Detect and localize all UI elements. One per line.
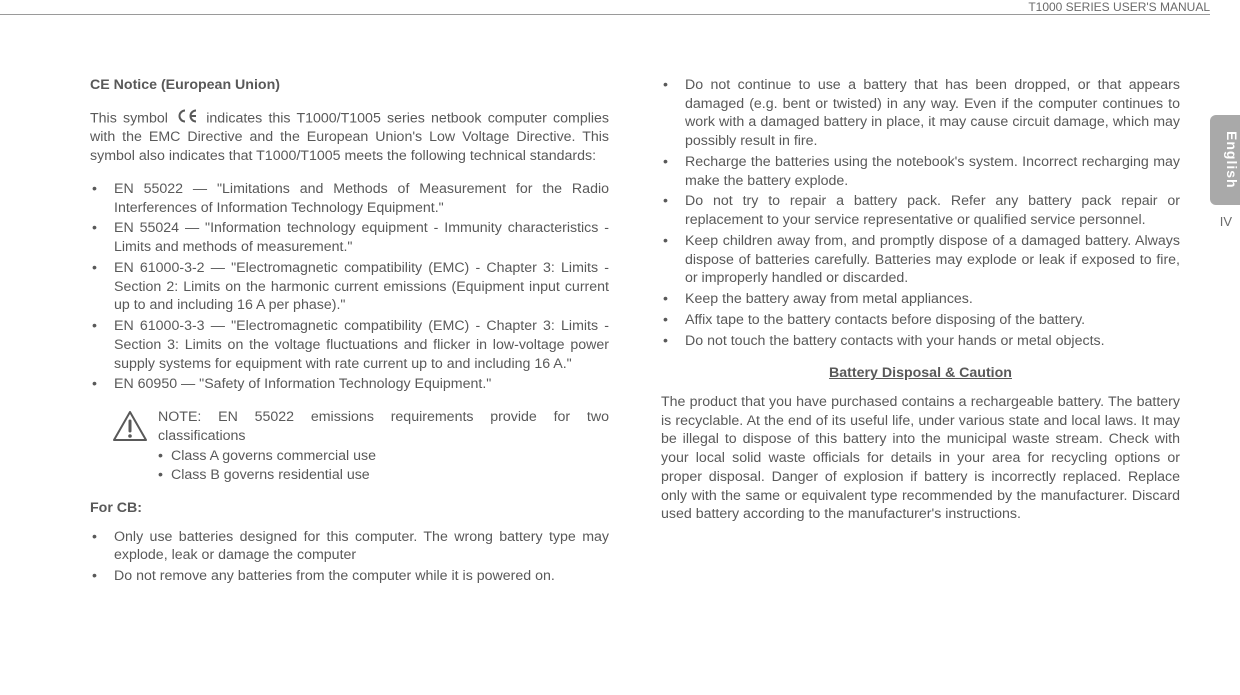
standards-item: EN 61000-3-3 — "Electromagnetic compatib… (90, 317, 609, 373)
language-tab: English (1210, 115, 1240, 205)
header-rule (0, 14, 1210, 15)
page-number: IV (1220, 214, 1232, 229)
battery-warning-item-text: Affix tape to the battery contacts befor… (685, 311, 1180, 330)
battery-warning-item: Do not touch the battery contacts with y… (661, 332, 1180, 351)
note-block: NOTE: EN 55022 emissions requirements pr… (112, 408, 609, 485)
battery-warning-item-text: Keep the battery away from metal applian… (685, 290, 1180, 309)
column-right: Do not continue to use a battery that ha… (661, 76, 1180, 685)
battery-warning-item: Keep children away from, and promptly di… (661, 232, 1180, 288)
battery-warning-item-text: Do not continue to use a battery that ha… (685, 76, 1180, 151)
disposal-heading: Battery Disposal & Caution (661, 364, 1180, 383)
column-left: CE Notice (European Union) This symbol i… (90, 76, 609, 685)
battery-warning-item: Do not continue to use a battery that ha… (661, 76, 1180, 151)
standards-item-text: EN 61000-3-3 — "Electromagnetic compatib… (114, 317, 609, 373)
cb-item-text: Only use batteries designed for this com… (114, 528, 609, 565)
battery-warnings-list: Do not continue to use a battery that ha… (661, 76, 1180, 350)
note-lead: NOTE: EN 55022 emissions requirements pr… (158, 408, 609, 445)
cb-item-text: Do not remove any batteries from the com… (114, 567, 609, 586)
ce-intro-paragraph: This symbol indicates this T1000/T1005 s… (90, 109, 609, 166)
cb-item: Do not remove any batteries from the com… (90, 567, 609, 586)
standards-item-text: EN 60950 — "Safety of Information Techno… (114, 375, 609, 394)
battery-warning-item-text: Keep children away from, and promptly di… (685, 232, 1180, 288)
standards-item: EN 55022 — "Limitations and Methods of M… (90, 180, 609, 217)
battery-warning-item-text: Do not try to repair a battery pack. Ref… (685, 192, 1180, 229)
warning-icon (112, 410, 148, 448)
standards-item-text: EN 55024 — "Information technology equip… (114, 219, 609, 256)
cb-item: Only use batteries designed for this com… (90, 528, 609, 565)
content-area: CE Notice (European Union) This symbol i… (90, 76, 1180, 685)
note-body: NOTE: EN 55022 emissions requirements pr… (158, 408, 609, 485)
ce-notice-heading: CE Notice (European Union) (90, 76, 609, 95)
battery-warning-item: Keep the battery away from metal applian… (661, 290, 1180, 309)
note-sublist: Class A governs commercial useClass B go… (158, 447, 609, 484)
standards-item: EN 55024 — "Information technology equip… (90, 219, 609, 256)
battery-warning-item-text: Recharge the batteries using the noteboo… (685, 153, 1180, 190)
ce-mark-icon (176, 109, 198, 129)
standards-item: EN 61000-3-2 — "Electromagnetic compatib… (90, 259, 609, 315)
for-cb-heading: For CB: (90, 499, 609, 518)
note-sub-item: Class B governs residential use (158, 466, 609, 485)
ce-intro-pre: This symbol (90, 110, 174, 126)
disposal-body: The product that you have purchased cont… (661, 393, 1180, 524)
standards-item-text: EN 55022 — "Limitations and Methods of M… (114, 180, 609, 217)
battery-warning-item: Do not try to repair a battery pack. Ref… (661, 192, 1180, 229)
standards-item: EN 60950 — "Safety of Information Techno… (90, 375, 609, 394)
battery-warning-item-text: Do not touch the battery contacts with y… (685, 332, 1180, 351)
standards-list: EN 55022 — "Limitations and Methods of M… (90, 180, 609, 394)
note-sub-item: Class A governs commercial use (158, 447, 609, 466)
cb-list: Only use batteries designed for this com… (90, 528, 609, 586)
battery-warning-item: Recharge the batteries using the noteboo… (661, 153, 1180, 190)
standards-item-text: EN 61000-3-2 — "Electromagnetic compatib… (114, 259, 609, 315)
header-manual-title: T1000 SERIES USER'S MANUAL (1022, 0, 1210, 14)
battery-warning-item: Affix tape to the battery contacts befor… (661, 311, 1180, 330)
